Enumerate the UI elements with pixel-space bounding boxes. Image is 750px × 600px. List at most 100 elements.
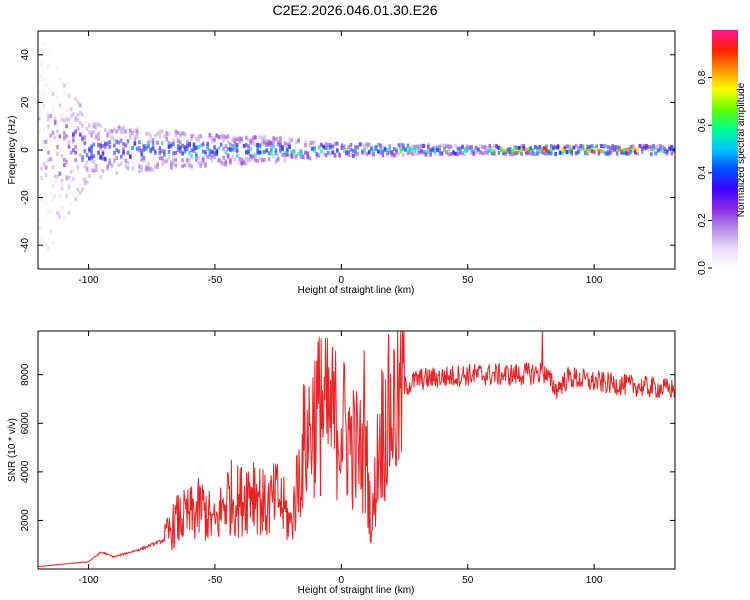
spectrogram-cell — [158, 156, 162, 160]
spectrogram-cell — [138, 140, 141, 145]
spectrogram-cell — [556, 144, 560, 149]
spectrogram-cell — [265, 140, 269, 145]
spectrogram-cell — [149, 138, 153, 143]
spectrogram-cell — [44, 165, 48, 170]
spectrogram-cell — [126, 150, 130, 155]
spectrogram-cell — [395, 153, 398, 158]
spectrogram-cell — [76, 187, 80, 192]
spectrogram-cell — [69, 107, 73, 112]
spectrogram-cell — [197, 156, 200, 161]
spectrogram-cell — [174, 163, 178, 168]
spectrogram-cell — [502, 151, 505, 156]
spectrogram-cell — [329, 145, 332, 150]
spectrogram-cell — [263, 142, 266, 147]
spectrogram-cell — [247, 138, 250, 143]
spectrogram-cell — [568, 149, 571, 153]
spectrogram-cell — [190, 148, 193, 153]
spectrogram-cell — [104, 141, 107, 146]
spectrogram-cell — [56, 211, 59, 215]
spectrogram-cell — [588, 144, 592, 149]
spectrogram-cell — [85, 180, 89, 185]
spectrogram-cell — [140, 148, 143, 153]
spectrogram-cell — [481, 145, 485, 150]
spectrogram-cell — [113, 127, 116, 132]
spectrogram-cell — [545, 148, 548, 153]
spectrogram-cell — [340, 143, 344, 148]
snr-x-tick-label: 100 — [586, 575, 603, 586]
snr-y-tick-label: 6000 — [20, 412, 31, 435]
spectrogram-cell — [383, 147, 387, 152]
spectrogram-cell — [104, 128, 107, 132]
spectrogram-cell — [183, 132, 187, 137]
spectrogram-cell — [113, 150, 116, 155]
spectrogram-cell — [38, 78, 41, 83]
spectrogram-cell — [176, 139, 180, 144]
spectrogram-cell — [618, 147, 621, 152]
spectrogram-cell — [656, 144, 660, 149]
spectrogram-cell — [60, 105, 64, 110]
spectrogram-cell — [415, 146, 419, 151]
spectrogram-cell — [149, 133, 153, 138]
spectrogram-cell — [222, 134, 225, 139]
spectrogram-cell — [499, 148, 503, 153]
spectrogram-cell — [340, 146, 344, 150]
spectrogram-cell — [265, 138, 269, 143]
spectrogram-cell — [42, 105, 46, 110]
spectrogram-cell — [265, 142, 269, 147]
spectrogram-cell — [124, 129, 128, 134]
spectrogram-cell — [559, 150, 562, 155]
spectrogram-cell — [131, 166, 134, 171]
spectrogram-cell — [65, 176, 68, 181]
spectrogram-cell — [249, 146, 253, 151]
spectrogram-cell — [518, 146, 521, 151]
spectrogram-cell — [108, 134, 112, 139]
spectrogram-cell — [67, 210, 71, 215]
spectrogram-cell — [656, 148, 660, 153]
spectrogram-cell — [181, 151, 184, 156]
spectrogram-cell — [640, 150, 644, 154]
spectrogram-cell — [74, 97, 77, 102]
spectrogram-cell — [602, 144, 605, 149]
spectrogram-cell — [233, 157, 237, 162]
spectrogram-cell — [163, 134, 166, 139]
spectrogram-cell — [160, 161, 164, 166]
spectrogram-cell — [304, 150, 307, 155]
spectrogram-cell — [88, 130, 91, 134]
spectrogram-cell — [42, 43, 46, 48]
spectrogram-cell — [110, 135, 114, 140]
spectrogram-cell — [468, 146, 471, 150]
spectrogram-cell — [572, 145, 576, 150]
spectrogram-cell — [172, 142, 175, 146]
spectrogram-cell — [106, 167, 109, 172]
spectrogram-cell — [183, 163, 187, 168]
spectrogram-cell — [534, 145, 537, 150]
spectrogram-cell — [261, 159, 264, 163]
spectrogram-cell — [258, 150, 262, 155]
spectrogram-cell — [163, 159, 166, 164]
spectrogram-cell — [242, 158, 246, 162]
spectrogram-cell — [67, 140, 71, 145]
spectrogram-cell — [540, 150, 544, 155]
spectrogram-cell — [176, 144, 180, 148]
spectrogram-cell — [106, 131, 109, 136]
spectrogram-cell — [90, 144, 93, 149]
spectrogram-cell — [524, 150, 528, 155]
spectrogram-cell — [593, 147, 596, 152]
spectrogram-cell — [124, 143, 128, 148]
spectrogram-cell — [422, 143, 426, 148]
spectrogram-cell — [217, 146, 221, 151]
spectrogram-cell — [199, 143, 203, 148]
spectrogram-cell — [172, 156, 175, 161]
spectrogram-cell — [220, 135, 223, 140]
spectrogram-cell — [258, 143, 262, 148]
spectrogram-cell — [283, 159, 287, 164]
spectrogram-cell — [53, 194, 57, 199]
colorbar-tick-label: 0.6 — [697, 118, 708, 132]
spectrogram-cell — [63, 118, 66, 123]
spectrogram-cell — [279, 145, 282, 150]
spectrogram-cell — [185, 161, 189, 166]
spectrogram-cell — [229, 147, 232, 151]
spectrogram-cell — [81, 112, 84, 117]
spectrogram-cell — [47, 247, 50, 252]
spectrogram-cell — [283, 141, 287, 146]
